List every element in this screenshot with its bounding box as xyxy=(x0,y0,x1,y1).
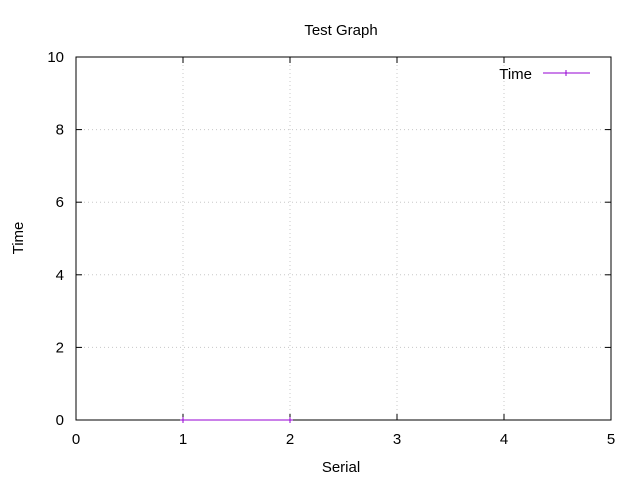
y-tick-label: 10 xyxy=(47,49,64,66)
legend-label-time: Time xyxy=(499,66,532,83)
x-tick-label: 0 xyxy=(72,431,80,448)
y-tick-label: 6 xyxy=(56,194,64,211)
x-tick-label: 3 xyxy=(393,431,401,448)
x-tick-labels: 0 1 2 3 4 5 xyxy=(72,431,615,448)
legend-marker-time xyxy=(563,70,569,76)
plot-border xyxy=(75,56,612,421)
x-tick-label: 2 xyxy=(286,431,294,448)
x-axis-label: Serial xyxy=(322,459,360,476)
series-group xyxy=(180,417,293,423)
x-tick-label: 1 xyxy=(179,431,187,448)
y-tick-label: 4 xyxy=(56,267,64,284)
x-tick-label: 5 xyxy=(607,431,615,448)
data-point xyxy=(180,417,186,423)
y-tick-label: 0 xyxy=(56,412,64,429)
x-tick-label: 4 xyxy=(500,431,508,448)
grid xyxy=(76,57,611,420)
y-tick-label: 2 xyxy=(56,339,64,356)
legend: Time xyxy=(499,66,590,83)
y-tick-label: 8 xyxy=(56,122,64,139)
data-point xyxy=(287,417,293,423)
y-tick-labels: 0 2 4 6 8 10 xyxy=(47,49,64,429)
y-axis-label: Time xyxy=(10,222,27,255)
chart-title: Test Graph xyxy=(304,22,377,39)
